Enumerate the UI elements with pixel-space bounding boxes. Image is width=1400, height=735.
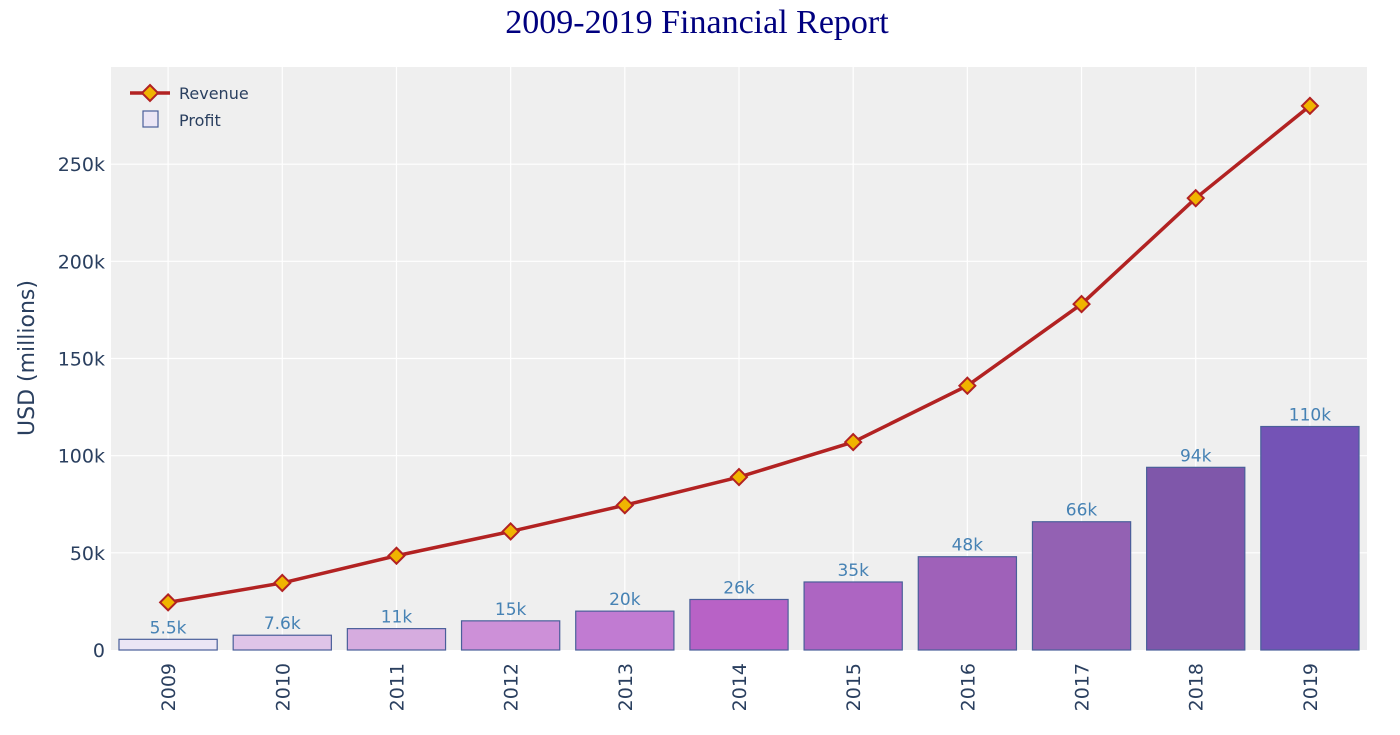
- revenue-point: [1300, 96, 1320, 116]
- legend-profit-swatch-icon: [142, 110, 159, 128]
- revenue-point: [272, 573, 292, 593]
- y-axis: 0 50k 100k 150k 200k 250k: [58, 154, 105, 662]
- x-tick-label: 2017: [1072, 663, 1094, 711]
- profit-bar: [460, 620, 561, 651]
- legend-item-profit[interactable]: Profit: [142, 110, 221, 130]
- y-axis-title: USD (millions): [15, 280, 40, 436]
- revenue-point: [957, 376, 977, 396]
- profit-bar: [118, 638, 218, 651]
- gridlines: [111, 67, 1367, 650]
- x-tick-label: 2011: [386, 663, 408, 711]
- x-tick-label: 2014: [729, 663, 751, 711]
- profit-bar: [346, 628, 447, 651]
- x-tick-label: 2010: [272, 663, 294, 711]
- profit-data-label: 94k: [1180, 446, 1212, 466]
- profit-data-label: 11k: [381, 608, 413, 628]
- y-tick-label: 0: [93, 640, 105, 662]
- profit-bar: [1146, 466, 1246, 651]
- y-tick-label: 250k: [58, 154, 105, 176]
- profit-bar: [575, 610, 675, 651]
- profit-data-label: 5.5k: [150, 618, 187, 638]
- revenue-point: [1072, 294, 1091, 314]
- x-tick-label: 2013: [615, 663, 637, 711]
- profit-bar: [1031, 521, 1132, 651]
- profit-data-label: 48k: [952, 536, 984, 556]
- profit-data-label: 26k: [723, 578, 755, 598]
- y-tick-label: 100k: [58, 446, 105, 468]
- profit-bar: [689, 598, 789, 651]
- legend-revenue-label: Revenue: [179, 84, 249, 103]
- legend-revenue-diamond-icon: [140, 83, 160, 103]
- y-tick-label: 150k: [58, 349, 105, 371]
- x-tick-label: 2009: [158, 663, 180, 711]
- profit-data-label: 66k: [1066, 501, 1098, 521]
- x-axis: 2009 2010 2011 2012 2013 2014 2015 2016 2017 2018…: [158, 663, 1322, 711]
- profit-bar: [232, 634, 332, 651]
- y-tick-label: 50k: [70, 543, 105, 565]
- revenue-point: [1186, 188, 1206, 208]
- revenue-point: [615, 495, 635, 515]
- legend-profit-label: Profit: [179, 111, 221, 130]
- revenue-point: [729, 467, 749, 487]
- x-tick-label: 2016: [957, 663, 979, 711]
- revenue-point: [387, 546, 406, 566]
- legend-item-revenue[interactable]: Revenue: [130, 83, 249, 103]
- y-tick-label: 200k: [58, 251, 105, 273]
- profit-bars: [118, 425, 1360, 651]
- revenue-point: [501, 522, 521, 541]
- profit-data-label: 35k: [837, 561, 869, 581]
- revenue-point: [158, 592, 178, 612]
- profit-data-label: 110k: [1289, 406, 1331, 426]
- profit-data-label: 7.6k: [264, 614, 301, 634]
- profit-data-label: 15k: [495, 600, 527, 620]
- profit-data-label: 20k: [609, 590, 641, 610]
- x-tick-label: 2015: [843, 663, 865, 711]
- chart-title: 2009-2019 Financial Report: [505, 4, 889, 41]
- x-tick-label: 2012: [501, 663, 523, 711]
- revenue-point: [843, 432, 863, 452]
- profit-bar: [917, 556, 1018, 651]
- profit-bar-labels: 5.5k 7.6k 11k 15k 20k 26k 35k 48k 66k 94k 110k: [150, 406, 1332, 639]
- legend[interactable]: Revenue Profit: [130, 83, 249, 130]
- profit-bar: [1260, 425, 1360, 651]
- profit-bar: [803, 581, 903, 651]
- x-tick-label: 2019: [1300, 663, 1322, 711]
- revenue-line-group: [158, 96, 1320, 612]
- x-tick-label: 2018: [1186, 663, 1208, 711]
